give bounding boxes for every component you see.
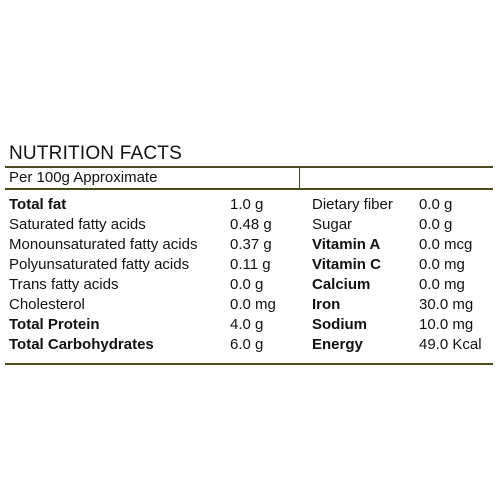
nutrient-value: 49.0 Kcal bbox=[419, 336, 482, 353]
nutrient-label: Sodium bbox=[312, 316, 367, 333]
nutrient-value: 0.0 g bbox=[419, 196, 453, 213]
nutrient-row: Monounsaturated fatty acids 0.37 g Vitam… bbox=[5, 235, 493, 255]
nutrient-value: 0.11 g bbox=[230, 256, 271, 273]
nutrient-label: Calcium bbox=[312, 276, 371, 293]
header-divider bbox=[5, 188, 493, 190]
nutrient-value: 0.0 g bbox=[230, 276, 264, 293]
nutrient-value: 0.0 mg bbox=[230, 296, 276, 313]
nutrient-value: 6.0 g bbox=[230, 336, 264, 353]
nutrient-label: Cholesterol bbox=[9, 296, 85, 313]
nutrient-value: 0.0 g bbox=[419, 216, 453, 233]
nutrient-row: Total Protein 4.0 g Sodium 10.0 mg bbox=[5, 315, 493, 335]
nutrient-label: Saturated fatty acids bbox=[9, 216, 146, 233]
nutrient-row: Polyunsaturated fatty acids 0.11 g Vitam… bbox=[5, 255, 493, 275]
nutrient-row: Saturated fatty acids 0.48 g Sugar 0.0 g bbox=[5, 215, 493, 235]
nutrient-label: Iron bbox=[312, 296, 341, 313]
nutrient-label: Total Carbohydrates bbox=[9, 336, 154, 353]
nutrient-row: Trans fatty acids 0.0 g Calcium 0.0 mg bbox=[5, 275, 493, 295]
serving-size: Per 100g Approximate bbox=[9, 169, 158, 186]
nutrient-label: Dietary fiber bbox=[312, 196, 393, 213]
nutrient-label: Vitamin A bbox=[312, 236, 381, 253]
nutrient-value: 10.0 mg bbox=[419, 316, 474, 333]
nutrient-row: Total fat 1.0 g Dietary fiber 0.0 g bbox=[5, 195, 493, 215]
nutrient-value: 0.0 mcg bbox=[419, 236, 473, 253]
nutrient-label: Sugar bbox=[312, 216, 353, 233]
nutrient-label: Monounsaturated fatty acids bbox=[9, 236, 198, 253]
nutrient-label: Total Protein bbox=[9, 316, 100, 333]
nutrient-value: 30.0 mg bbox=[419, 296, 474, 313]
nutrient-value: 0.0 mg bbox=[419, 276, 465, 293]
nutrient-label: Energy bbox=[312, 336, 363, 353]
nutrient-value: 0.37 g bbox=[230, 236, 272, 253]
nutrient-label: Polyunsaturated fatty acids bbox=[9, 256, 190, 273]
nutrient-row: Total Carbohydrates 6.0 g Energy 49.0 Kc… bbox=[5, 335, 493, 355]
nutrient-value: 0.0 mg bbox=[419, 256, 465, 273]
nutrient-value: 4.0 g bbox=[230, 316, 264, 333]
top-divider bbox=[5, 166, 493, 168]
nutrient-label: Total fat bbox=[9, 196, 67, 213]
nutrition-title: NUTRITION FACTS bbox=[9, 143, 182, 164]
nutrition-facts-panel: NUTRITION FACTS Per 100g Approximate Tot… bbox=[5, 143, 493, 365]
nutrient-value: 0.48 g bbox=[230, 216, 272, 233]
nutrient-label: Trans fatty acids bbox=[9, 276, 119, 293]
nutrient-row: Cholesterol 0.0 mg Iron 30.0 mg bbox=[5, 295, 493, 315]
bottom-divider bbox=[5, 363, 493, 365]
serving-column-divider bbox=[299, 166, 300, 190]
nutrient-value: 1.0 g bbox=[230, 196, 264, 213]
nutrient-label: Vitamin C bbox=[312, 256, 381, 273]
